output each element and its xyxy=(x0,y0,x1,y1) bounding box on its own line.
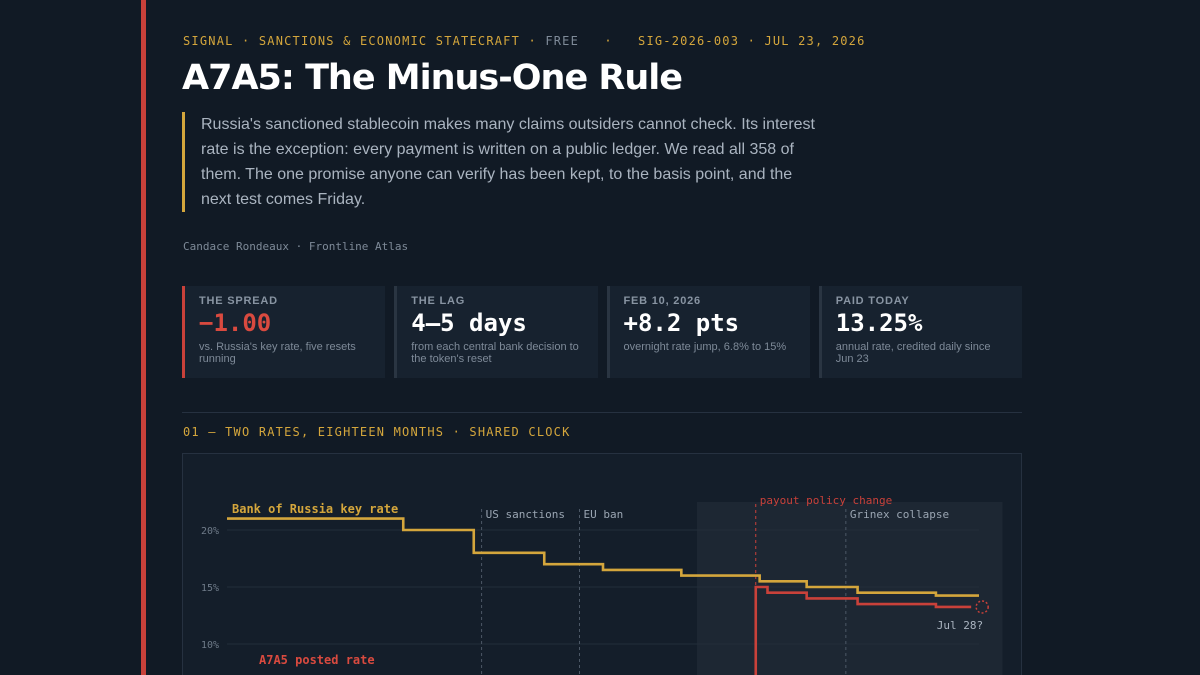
kicker-section[interactable]: SANCTIONS & ECONOMIC STATECRAFT xyxy=(258,34,521,48)
stat-label: THE SPREAD xyxy=(199,295,278,307)
stat-card-jump: FEB 10, 2026 +8.2 pts overnight rate jum… xyxy=(606,286,810,378)
article-dek: Russia's sanctioned stablecoin makes man… xyxy=(182,112,822,212)
section-divider xyxy=(182,412,1022,413)
stat-cards: THE SPREAD −1.00 vs. Russia's key rate, … xyxy=(182,286,1022,378)
stat-value: 4–5 days xyxy=(411,309,527,337)
kicker-id: SIG-2026-003 xyxy=(638,34,740,48)
stat-value: +8.2 pts xyxy=(623,309,740,337)
stat-value: 13.25% xyxy=(835,309,923,337)
event-marker-label: payout policy change xyxy=(760,494,892,507)
section-heading: 01 — TWO RATES, EIGHTEEN MONTHS · SHARED… xyxy=(183,425,571,439)
y-tick-label: 15% xyxy=(201,583,219,594)
stat-card-paid: PAID TODAY 13.25% annual rate, credited … xyxy=(818,286,1022,378)
kicker-brand: SIGNAL xyxy=(183,34,234,48)
stat-card-lag: THE LAG 4–5 days from each central bank … xyxy=(394,286,598,378)
policy-period-band xyxy=(697,502,1003,675)
stat-label: THE LAG xyxy=(411,295,466,307)
event-marker-label: EU ban xyxy=(584,508,624,521)
y-tick-label: 10% xyxy=(201,640,219,651)
key-rate-label: Bank of Russia key rate xyxy=(232,502,398,516)
projected-reset-label: Jul 28? xyxy=(937,619,983,632)
rate-chart-svg: 20% 15% 10% US sanctions EU ban payout policy… xyxy=(201,494,1003,675)
stat-note: from each central bank decision to the t… xyxy=(411,341,579,365)
stat-card-spread: THE SPREAD −1.00 vs. Russia's key rate, … xyxy=(182,286,386,378)
stat-note: vs. Russia's key rate, five resets runni… xyxy=(199,341,356,365)
a7a5-rate-line xyxy=(754,585,972,675)
stat-value: −1.00 xyxy=(199,309,272,337)
page-title: A7A5: The Minus-One Rule xyxy=(182,58,683,98)
kicker-date: JUL 23, 2026 xyxy=(764,34,866,48)
stat-label: FEB 10, 2026 xyxy=(623,295,701,307)
byline[interactable]: Candace Rondeaux · Frontline Atlas xyxy=(183,240,409,253)
stat-label: PAID TODAY xyxy=(835,295,910,307)
event-marker-label: Grinex collapse xyxy=(850,508,949,521)
a7a5-rate-label: A7A5 posted rate xyxy=(259,653,375,667)
stat-note: annual rate, credited daily since Jun 23 xyxy=(835,341,991,365)
key-rate-line xyxy=(227,517,979,597)
event-marker-label: US sanctions xyxy=(486,508,565,521)
rate-chart: 20% 15% 10% US sanctions EU ban payout policy… xyxy=(182,453,1022,675)
accent-rail xyxy=(141,0,146,675)
y-tick-label: 20% xyxy=(201,526,219,537)
stat-note: overnight rate jump, 6.8% to 15% xyxy=(623,341,787,353)
kicker: SIGNAL · SANCTIONS & ECONOMIC STATECRAFT… xyxy=(183,34,866,48)
projected-reset-marker xyxy=(975,600,989,614)
kicker-access: FREE xyxy=(545,34,580,48)
